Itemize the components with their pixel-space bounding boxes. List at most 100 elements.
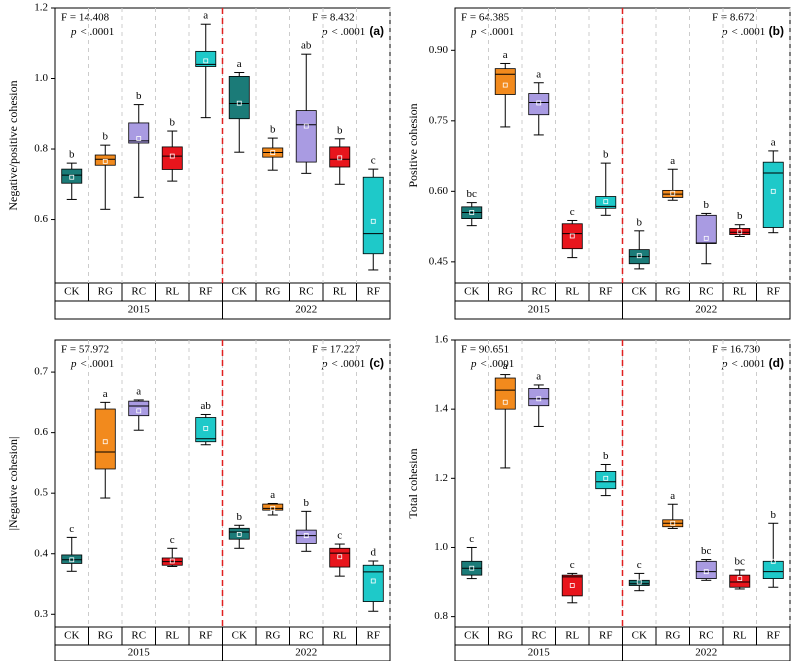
p-value: p < .0001 (321, 26, 365, 38)
significance-label: c (371, 155, 376, 167)
mean (737, 229, 743, 235)
f-statistic: F = 16.730 (712, 344, 761, 356)
category-label: CK (632, 286, 647, 298)
significance-label: b (270, 124, 276, 136)
y-tick-label: 1.4 (434, 403, 448, 415)
p-symbol: p (70, 26, 77, 38)
box (61, 554, 83, 564)
mean (102, 158, 108, 164)
significance-label: b (337, 124, 343, 136)
year-label: 2022 (295, 304, 317, 316)
box (362, 564, 384, 602)
panel: 0.6 0.8 1.0 1.2 Negative/positive cohesion (a… (6, 2, 391, 320)
category-label: RC (299, 286, 314, 298)
mean (136, 136, 142, 141)
category-label: CK (64, 630, 79, 642)
mean (303, 123, 309, 129)
year-label: 2015 (528, 647, 551, 659)
year-label: 2015 (128, 647, 151, 659)
p-symbol: p (470, 358, 477, 370)
f-statistic: F = 64.385 (461, 12, 510, 24)
mean (469, 210, 475, 215)
y-tick-label: 1.0 (34, 72, 48, 84)
box (729, 574, 751, 588)
category-label: RF (599, 286, 612, 298)
category-label: RG (498, 630, 513, 642)
y-tick-label: 0.60 (429, 185, 449, 197)
box (561, 574, 583, 597)
p-text: < .0001 (81, 358, 115, 370)
category-label: RF (367, 286, 380, 298)
significance-label: ab (301, 40, 312, 52)
significance-label: a (503, 49, 508, 61)
mean (337, 554, 343, 560)
category-label: RC (131, 630, 146, 642)
p-text: < .0001 (481, 358, 515, 370)
box (94, 154, 116, 166)
significance-label: b (603, 450, 609, 462)
panel-label: (c) (369, 356, 384, 370)
category-label: RL (165, 630, 179, 642)
y-tick-label: 0.3 (34, 608, 48, 620)
box (61, 168, 83, 184)
significance-label: a (503, 360, 508, 372)
box (295, 110, 317, 163)
mean (502, 399, 508, 405)
mean (169, 153, 175, 159)
f-statistic: F = 8.672 (712, 12, 755, 24)
category-label: RG (265, 630, 280, 642)
f-statistic: F = 57.972 (61, 344, 109, 356)
year-label: 2022 (295, 647, 317, 659)
box (729, 228, 751, 235)
mean (69, 557, 75, 563)
y-tick-label: 0.4 (34, 547, 48, 559)
y-tick-label: 1.0 (434, 541, 448, 553)
p-symbol: p (721, 358, 728, 370)
category-label: CK (632, 630, 647, 642)
p-text: < .0001 (732, 26, 766, 38)
mean (270, 150, 276, 155)
significance-label: ab (201, 400, 212, 412)
category-label: CK (64, 286, 79, 298)
category-label: RL (333, 630, 347, 642)
panel: 0.3 0.4 0.5 0.6 0.7 |Negative cohesion| (c) 201… (6, 339, 391, 661)
panel: 0.45 0.60 0.75 0.90 Positive cohesion (b) 2015… (406, 7, 791, 320)
p-value: p < .0001 (721, 358, 765, 370)
significance-label: a (237, 58, 242, 70)
category-label: RF (367, 630, 380, 642)
mean (703, 569, 709, 575)
mean (737, 576, 743, 581)
category-label: RC (299, 630, 314, 642)
category-label: CK (232, 286, 247, 298)
y-axis-label: Total cohesion (406, 448, 420, 518)
category-label: RC (131, 286, 146, 298)
year-label: 2015 (528, 304, 551, 316)
y-tick-label: 0.8 (434, 610, 448, 622)
mean (370, 578, 376, 584)
p-symbol: p (721, 26, 728, 38)
category-label: RG (98, 630, 113, 642)
mean (670, 520, 676, 526)
significance-label: b (304, 497, 310, 509)
p-text: < .0001 (332, 358, 366, 370)
significance-label: a (670, 490, 675, 502)
category-label: RG (265, 286, 280, 298)
category-label: RL (733, 630, 747, 642)
category-label: RF (199, 286, 212, 298)
p-symbol: p (321, 358, 328, 370)
category-label: CK (232, 630, 247, 642)
category-label: RL (565, 286, 579, 298)
significance-label: a (670, 155, 675, 167)
category-label: RF (599, 630, 612, 642)
box (628, 579, 650, 586)
category-label: RF (767, 286, 780, 298)
significance-label: b (771, 509, 777, 521)
mean (203, 58, 209, 64)
significance-label: a (270, 489, 275, 501)
significance-label: c (69, 523, 74, 535)
mean (569, 583, 575, 588)
category-label: RL (565, 630, 579, 642)
significance-label: a (771, 136, 776, 148)
significance-label: a (203, 10, 208, 22)
